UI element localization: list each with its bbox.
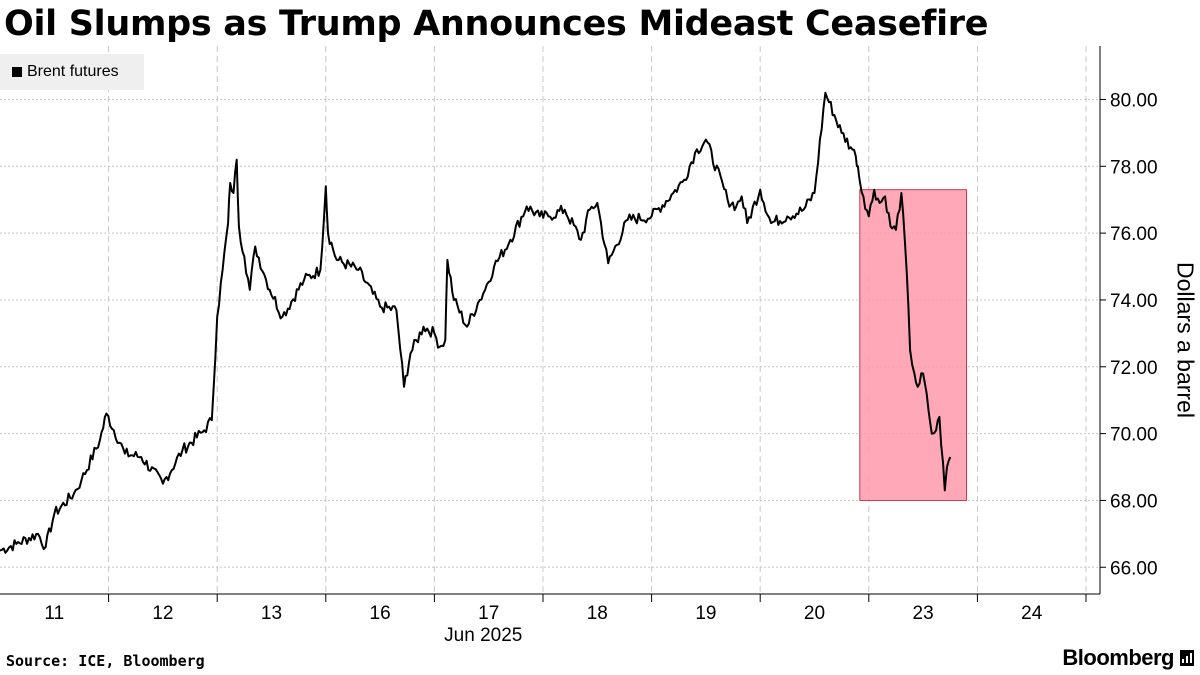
y-tick-label: 74.00 — [1110, 291, 1158, 312]
y-tick-label: 76.00 — [1110, 224, 1158, 245]
y-tick-label: 80.00 — [1110, 90, 1158, 111]
legend-swatch — [12, 67, 22, 77]
x-tick-label: 17 — [478, 603, 499, 624]
x-tick-label: 13 — [261, 603, 282, 624]
y-axis-label: Dollars a barrel — [1172, 262, 1199, 418]
x-axis-sublabel: Jun 2025 — [444, 625, 522, 646]
chart-title: Oil Slumps as Trump Announces Mideast Ce… — [4, 4, 989, 44]
legend: Brent futures — [0, 54, 144, 90]
x-tick-label: 19 — [695, 603, 716, 624]
y-tick-label: 66.00 — [1110, 558, 1158, 579]
brand-name: Bloomberg — [1062, 645, 1174, 670]
highlight-box — [859, 189, 968, 501]
x-tick-label: 24 — [1021, 603, 1043, 624]
x-tick-label: 16 — [370, 603, 391, 624]
source-note: Source: ICE, Bloomberg — [6, 652, 205, 670]
bar-chart-icon — [1180, 650, 1194, 666]
series-layer — [0, 91, 952, 554]
x-tick-label: 20 — [804, 603, 825, 624]
x-tick-labels: 11 12 13 16 17 18 19 20 23 24 Jun 2025 — [44, 603, 1042, 646]
y-tick-labels: 66.00 68.00 70.00 72.00 74.00 76.00 78.00 80.00 — [1110, 90, 1158, 579]
highlight-layer — [859, 189, 968, 501]
x-tick-label: 23 — [913, 603, 934, 624]
x-tick-label: 12 — [152, 603, 173, 624]
x-tick-label: 11 — [44, 603, 64, 624]
axes-layer — [0, 46, 1106, 602]
y-tick-label: 68.00 — [1110, 491, 1158, 512]
y-tick-label: 78.00 — [1110, 157, 1158, 178]
y-tick-label: 70.00 — [1110, 425, 1158, 446]
brand-logo: Bloomberg — [1062, 645, 1194, 671]
y-tick-label: 72.00 — [1110, 358, 1158, 379]
x-tick-label: 18 — [587, 603, 608, 624]
legend-label: Brent futures — [27, 63, 119, 80]
series-line-brent — [0, 91, 952, 554]
